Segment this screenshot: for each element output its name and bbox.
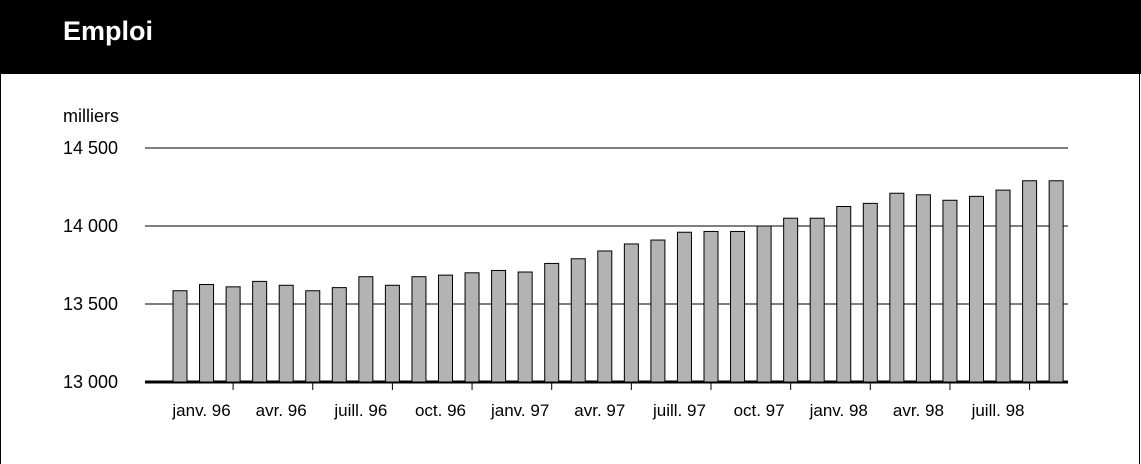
y-tick-label: 14 500 [63, 138, 118, 158]
bar [411, 276, 427, 383]
bar [650, 239, 666, 383]
bar [278, 284, 294, 383]
bar [1022, 180, 1038, 383]
bar [995, 189, 1011, 383]
bar [623, 243, 639, 383]
bar [305, 290, 321, 383]
x-tick-label: avr. 96 [256, 401, 307, 420]
x-tick-label: juill. 98 [971, 401, 1025, 420]
bar [703, 230, 719, 383]
bar [809, 217, 825, 383]
bar [570, 258, 586, 383]
bar [544, 262, 560, 383]
x-tick-label: juill. 96 [333, 401, 387, 420]
bar [172, 290, 188, 383]
header-bar: Emploi [0, 0, 1141, 74]
bar [915, 194, 931, 383]
bar [384, 284, 400, 383]
bar [730, 230, 746, 383]
x-tick-label: avr. 97 [574, 401, 625, 420]
y-tick-label: 14 000 [63, 216, 118, 236]
x-tick-label: janv. 96 [171, 401, 230, 420]
bar [331, 287, 347, 383]
x-tick-label: janv. 97 [490, 401, 549, 420]
bar [252, 280, 268, 383]
bar [889, 192, 905, 383]
bar [862, 202, 878, 383]
bar [225, 286, 241, 383]
bar [756, 225, 772, 383]
bar [676, 231, 692, 383]
x-tick-label: juill. 97 [652, 401, 706, 420]
y-tick-label: 13 000 [63, 372, 118, 392]
x-tick-label: oct. 96 [415, 401, 466, 420]
x-tick-label: avr. 98 [893, 401, 944, 420]
bar [969, 195, 984, 383]
bar [491, 269, 507, 383]
bar [358, 276, 374, 383]
bar [942, 199, 958, 383]
bar [199, 284, 215, 383]
bar [1048, 180, 1064, 383]
y-axis-unit-label: milliers [63, 106, 119, 126]
bar [438, 274, 453, 383]
bar [517, 271, 533, 383]
x-tick-label: oct. 97 [734, 401, 785, 420]
x-tick-label: janv. 98 [809, 401, 868, 420]
bar [464, 272, 480, 383]
bar [783, 217, 799, 383]
y-tick-label: 13 500 [63, 294, 118, 314]
bar [597, 250, 613, 383]
bar [836, 206, 852, 383]
chart-title: Emploi [63, 16, 154, 46]
